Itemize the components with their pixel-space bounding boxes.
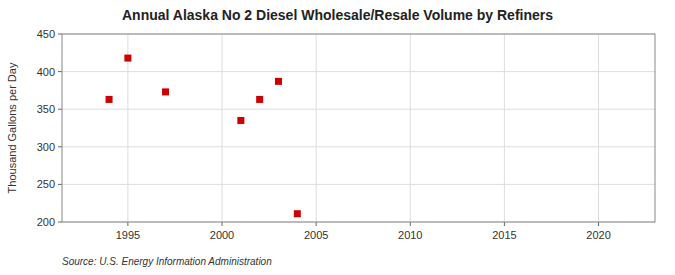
point (256, 96, 263, 103)
x-tick-label: 2000 (210, 229, 234, 241)
y-tick-label: 300 (37, 141, 55, 153)
title: Annual Alaska No 2 Diesel Wholesale/Resa… (122, 7, 553, 23)
grid (62, 34, 655, 222)
y-tick-label: 350 (37, 103, 55, 115)
x-grid-line (316, 34, 317, 222)
x-tick (410, 222, 411, 226)
x-tick-label: 1995 (116, 229, 140, 241)
x-tick (504, 222, 505, 226)
x-tick-label: 2005 (304, 229, 328, 241)
y-tick (58, 146, 62, 147)
chart-svg: 200 250 300 350 400 450 1995 2000 2005 2010 2015 20… (0, 0, 675, 275)
point (237, 117, 244, 124)
y-tick (58, 71, 62, 72)
x-tick-label: 2020 (586, 229, 610, 241)
x-tick (598, 222, 599, 226)
source-note: Source: U.S. Energy Information Administ… (62, 256, 272, 267)
y-grid-line (62, 71, 655, 72)
y-tick (58, 109, 62, 110)
y-tick-label: 450 (37, 28, 55, 40)
y-tick-label: 250 (37, 178, 55, 190)
point (106, 96, 113, 103)
y-tick (58, 34, 62, 35)
x-tick-label: 2015 (492, 229, 516, 241)
y-grid-line (62, 146, 655, 147)
x-grid-line (222, 34, 223, 222)
y-tick (58, 222, 62, 223)
x-grid-line (127, 34, 128, 222)
y-axis-label: Thousand Gallons per Day (6, 62, 18, 193)
point (162, 88, 169, 95)
x-tick (222, 222, 223, 226)
x-tick (316, 222, 317, 226)
y-tick (58, 184, 62, 185)
point (275, 78, 282, 85)
x-grid-line (598, 34, 599, 222)
point (294, 210, 301, 217)
y-grid-line (62, 109, 655, 110)
x-grid-line (504, 34, 505, 222)
x-tick (127, 222, 128, 226)
point (124, 55, 131, 62)
chart-container: 200 250 300 350 400 450 1995 2000 2005 2010 2015 20… (0, 0, 675, 275)
plot-frame (62, 34, 655, 222)
y-grid-line (62, 184, 655, 185)
x-tick-label: 2010 (398, 229, 422, 241)
y-tick-label: 200 (37, 216, 55, 228)
x-grid-line (410, 34, 411, 222)
points (106, 55, 301, 218)
y-tick-label: 400 (37, 66, 55, 78)
